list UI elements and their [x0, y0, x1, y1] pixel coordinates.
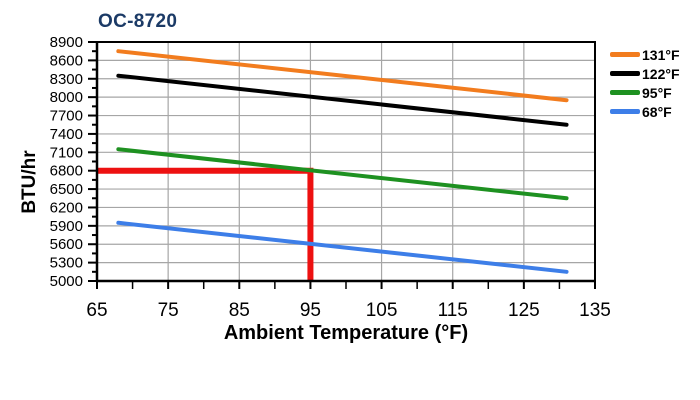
legend-label: 122°F	[642, 65, 680, 82]
y-tick-label: 7400	[50, 126, 83, 143]
x-tick-label: 125	[508, 300, 540, 321]
legend-line-swatch	[610, 71, 640, 76]
y-tick-label: 8900	[50, 34, 83, 51]
legend-item: 95°F	[610, 83, 680, 102]
legend: 131°F 122°F 95°F 68°F	[610, 45, 680, 121]
legend-line-swatch	[610, 109, 640, 114]
y-tick-label: 5000	[50, 273, 83, 290]
x-tick-label: 65	[86, 300, 107, 321]
y-tick-label: 8600	[50, 52, 83, 69]
x-tick-label: 75	[158, 300, 179, 321]
y-tick-label: 6500	[50, 181, 83, 198]
series-line-122f	[116, 73, 569, 127]
y-axis-title: BTU/hr	[19, 150, 40, 214]
legend-item: 122°F	[610, 64, 680, 83]
legend-item: 131°F	[610, 45, 680, 64]
y-tick-label: 5900	[50, 218, 83, 235]
x-tick-label: 105	[366, 300, 398, 321]
y-tick-label: 8000	[50, 89, 83, 106]
legend-line-swatch	[610, 52, 640, 57]
legend-line-swatch	[610, 90, 640, 95]
y-tick-label: 6200	[50, 199, 83, 216]
y-tick-label: 8300	[50, 71, 83, 88]
y-tick-label: 5300	[50, 255, 83, 272]
x-tick-label: 85	[229, 300, 250, 321]
legend-item: 68°F	[610, 102, 680, 121]
x-axis-title: Ambient Temperature (°F)	[223, 322, 469, 344]
y-tick-label: 7700	[50, 108, 83, 125]
y-tick-label: 5600	[50, 236, 83, 253]
y-tick-label: 7100	[50, 144, 83, 161]
x-tick-label: 95	[300, 300, 321, 321]
legend-label: 95°F	[642, 84, 672, 101]
legend-label: 68°F	[642, 103, 672, 120]
chart-title: OC-8720	[98, 11, 178, 32]
series-line-68f	[116, 220, 569, 274]
y-tick-label: 6800	[50, 163, 83, 180]
x-tick-label: 115	[438, 300, 468, 321]
legend-label: 131°F	[642, 46, 680, 63]
series-line-95f	[116, 147, 569, 201]
x-tick-label: 135	[579, 300, 611, 321]
series-line-131f	[116, 49, 569, 103]
